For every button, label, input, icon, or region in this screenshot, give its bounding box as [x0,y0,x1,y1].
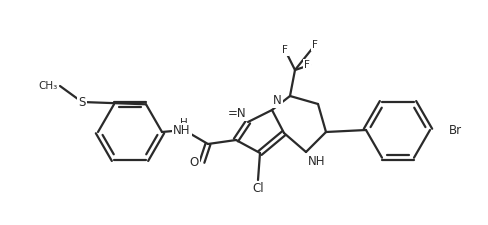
Text: H: H [180,118,188,128]
Text: =N: =N [227,107,246,120]
Text: CH₃: CH₃ [39,81,58,91]
Text: NH: NH [173,124,191,137]
Text: F: F [312,40,318,50]
Text: S: S [78,95,86,108]
Text: Cl: Cl [252,182,264,195]
Text: O: O [190,155,199,169]
Text: NH: NH [308,155,325,168]
Text: Br: Br [449,124,462,137]
Text: F: F [304,60,310,70]
Text: N: N [273,94,282,107]
Text: F: F [282,45,288,55]
